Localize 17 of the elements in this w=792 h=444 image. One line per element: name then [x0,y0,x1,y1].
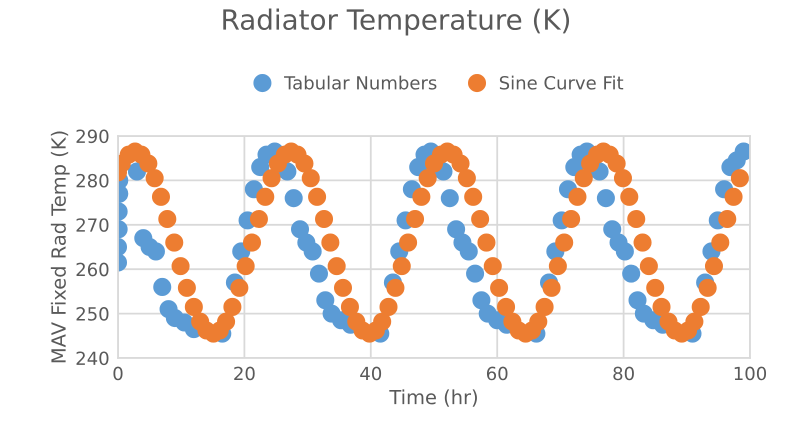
x-tick-label: 80 [613,366,634,380]
x-tick-label: 60 [486,366,508,380]
x-tick-label: 20 [234,366,255,380]
x-tick-label: 100 [734,366,766,380]
x-axis-title: Time (hr) [389,389,477,407]
y-tick-label: 290 [76,129,108,144]
y-tick-label: 280 [76,174,108,188]
y-tick-label: 260 [76,262,108,276]
y-tick-label: 270 [76,218,108,232]
y-tick-label: 240 [76,351,108,366]
chart-title: Radiator Temperature (K) [223,8,570,36]
x-tick-label: 40 [360,366,382,380]
y-tick-label: 250 [76,307,108,321]
x-tick-label: 0 [113,366,123,380]
y-axis-title: MAV Fixed Rad Temp (K) [50,132,70,362]
legend-label: Sine Curve Fit [500,76,624,90]
legend-label: Tabular Numbers [284,76,436,90]
